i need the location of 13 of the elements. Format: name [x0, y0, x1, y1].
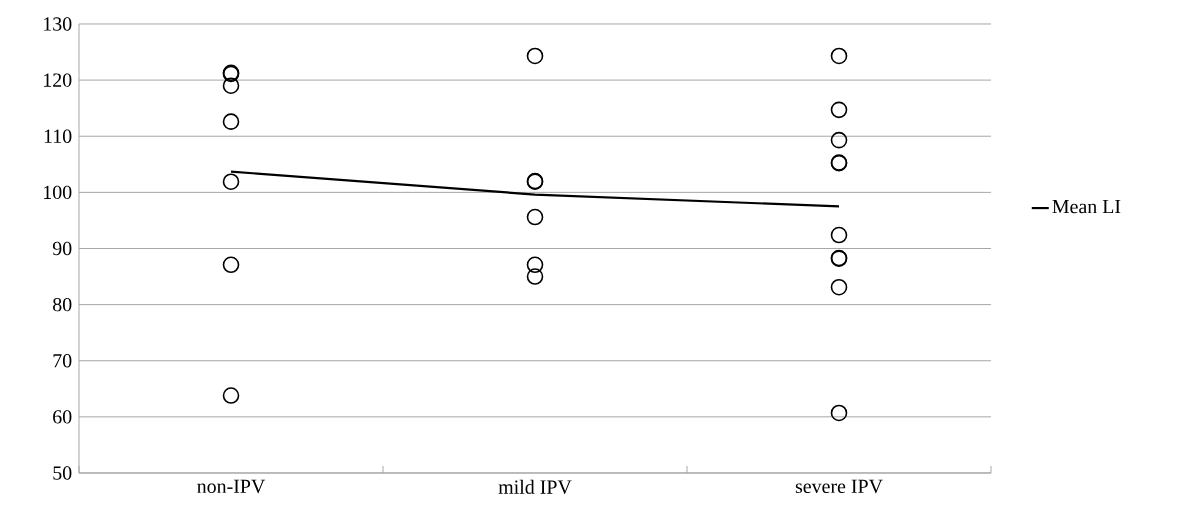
- y-tick-label: 70: [53, 354, 72, 368]
- y-tick-label: 60: [53, 410, 72, 424]
- x-tick-label: non-IPV: [197, 479, 266, 494]
- x-tick-label: mild IPV: [498, 479, 572, 494]
- x-tick-label: severe IPV: [795, 479, 883, 494]
- y-tick-label: 90: [52, 241, 72, 256]
- legend-label: Mean LI: [1052, 200, 1121, 214]
- y-tick-label: 110: [44, 129, 72, 143]
- y-tick-label: 100: [44, 185, 72, 200]
- y-tick-label: 50: [53, 466, 72, 480]
- y-tick-label: 130: [44, 17, 72, 31]
- y-tick-label: 120: [44, 73, 72, 87]
- y-tick-label: 80: [53, 297, 72, 312]
